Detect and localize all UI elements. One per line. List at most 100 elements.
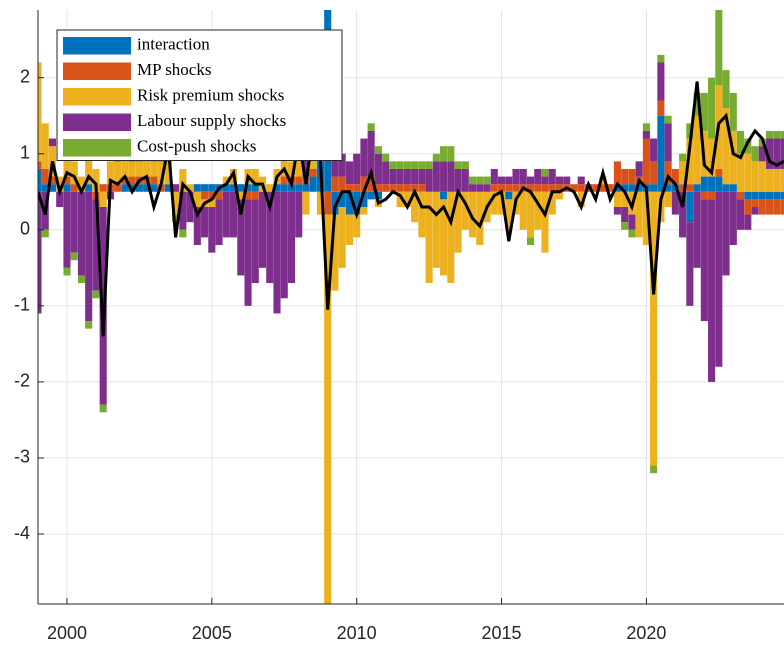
bar-segment (440, 199, 448, 276)
bar-segment (519, 191, 527, 230)
bar-segment (736, 130, 745, 154)
bar-segment (765, 138, 774, 169)
legend-label: MP shocks (137, 60, 211, 79)
bar-segment (555, 191, 564, 200)
bar-segment (230, 184, 238, 192)
bar-segment (686, 222, 694, 306)
bar-segment (403, 168, 411, 185)
bar-segment (773, 199, 781, 215)
bar-segment (744, 191, 752, 200)
bar-segment (99, 404, 107, 413)
legend-swatch (63, 37, 131, 55)
bar-segment (215, 191, 223, 200)
bar-segment (722, 108, 730, 185)
bar-segment (700, 176, 708, 192)
bar-segment (765, 130, 774, 139)
bar-segment (186, 191, 194, 223)
bar-segment (396, 184, 404, 192)
bar-segment (744, 199, 752, 215)
bar-segment (700, 199, 708, 322)
bar-segment (534, 168, 542, 185)
bar-segment (679, 161, 687, 185)
bar-segment (722, 70, 730, 109)
bar-segment (729, 184, 737, 192)
y-tick-label: -1 (14, 295, 30, 315)
bar-segment (70, 184, 78, 192)
bar-segment (172, 184, 180, 192)
bar-segment (469, 191, 477, 238)
bar-segment (440, 161, 448, 192)
legend-label: Risk premium shocks (137, 86, 284, 105)
bar-segment (360, 191, 368, 207)
bar-segment (92, 290, 100, 299)
bar-segment (150, 176, 158, 185)
bar-segment (621, 206, 629, 223)
bar-segment (345, 191, 353, 215)
bar-segment (157, 161, 165, 185)
bar-segment (577, 176, 585, 185)
bar-segment (302, 191, 310, 215)
bar-segment (606, 184, 614, 192)
bar-segment (287, 191, 296, 284)
bar-segment (469, 176, 477, 185)
bar-segment (599, 176, 607, 185)
bar-segment (396, 161, 404, 169)
bar-segment (353, 214, 361, 238)
bar-segment (208, 191, 216, 200)
bar-segment (251, 168, 259, 185)
bar-segment (780, 191, 784, 200)
bar-segment (77, 176, 86, 192)
bar-segment (266, 184, 274, 192)
bar-segment (287, 184, 296, 192)
bar-segment (77, 275, 86, 284)
bar-segment (295, 184, 303, 192)
bar-segment (201, 206, 209, 238)
bar-segment (353, 153, 361, 185)
bar-segment (708, 138, 716, 177)
bar-segment (657, 115, 665, 192)
bar-segment (577, 184, 585, 192)
bar-segment (411, 184, 419, 192)
bar-segment (38, 168, 42, 192)
bar-segment (316, 191, 325, 215)
bar-segment (715, 10, 723, 86)
bar-segment (650, 161, 658, 185)
bar-segment (526, 184, 535, 192)
bar-segment (179, 191, 187, 230)
bar-segment (657, 62, 665, 101)
bar-segment (693, 191, 701, 268)
bar-segment (70, 252, 78, 261)
x-tick-label: 2020 (626, 623, 666, 643)
bar-segment (505, 176, 513, 185)
bar-segment (780, 168, 784, 192)
bar-segment (693, 115, 701, 185)
bar-segment (251, 184, 259, 192)
legend-swatch (63, 113, 131, 131)
bar-segment (526, 237, 535, 246)
bar-segment (360, 138, 368, 177)
bar-segment (708, 191, 716, 200)
bar-segment (222, 191, 230, 238)
bar-segment (85, 153, 93, 185)
bar-segment (85, 321, 93, 329)
bar-segment (273, 191, 281, 314)
bar-segment (642, 130, 650, 139)
bar-segment (251, 199, 259, 284)
bar-segment (63, 184, 71, 192)
bar-segment (671, 168, 679, 185)
y-tick-label: -4 (14, 523, 30, 543)
bar-segment (773, 130, 781, 139)
bar-segment (41, 184, 49, 192)
bar-segment (135, 184, 143, 192)
bar-segment (613, 191, 621, 207)
plot-area (38, 10, 784, 604)
y-tick-label: 0 (20, 219, 30, 239)
bar-segment (244, 199, 252, 306)
bar-segment (63, 176, 71, 185)
line (38, 81, 784, 337)
bar-segment (780, 199, 784, 215)
bar-segment (541, 191, 549, 253)
bar-segment (172, 191, 180, 215)
bar-segment (244, 191, 252, 200)
bar-segment (708, 176, 716, 192)
